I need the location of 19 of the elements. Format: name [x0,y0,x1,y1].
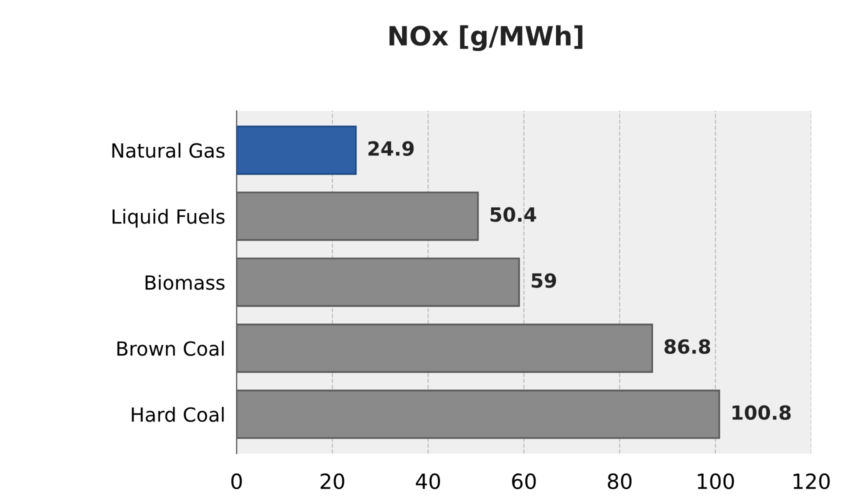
data-label: 100.8 [732,405,791,420]
x-tick-label: 80 [608,473,632,490]
x-tick-label: 60 [512,473,536,490]
bar [236,126,357,175]
data-label: 24.9 [368,141,414,156]
data-label: 86.8 [664,339,710,354]
y-tick-label: Liquid Fuels [112,208,225,228]
x-tick-label: 40 [416,473,440,490]
y-tick-label: Natural Gas [112,142,225,158]
x-tick-label: 20 [320,473,344,490]
y-tick-label: Biomass [146,274,225,290]
x-tick-label: 100 [698,473,734,490]
y-tick-label: Hard Coal [132,406,224,422]
x-tick-label: 0 [231,473,242,490]
chart-title: NOx [g/MWh] [390,25,582,52]
y-tick-label: Brown Coal [117,340,224,356]
data-label: 59 [532,273,556,288]
data-label: 50.4 [490,207,536,222]
x-tick-label: 120 [794,473,830,490]
